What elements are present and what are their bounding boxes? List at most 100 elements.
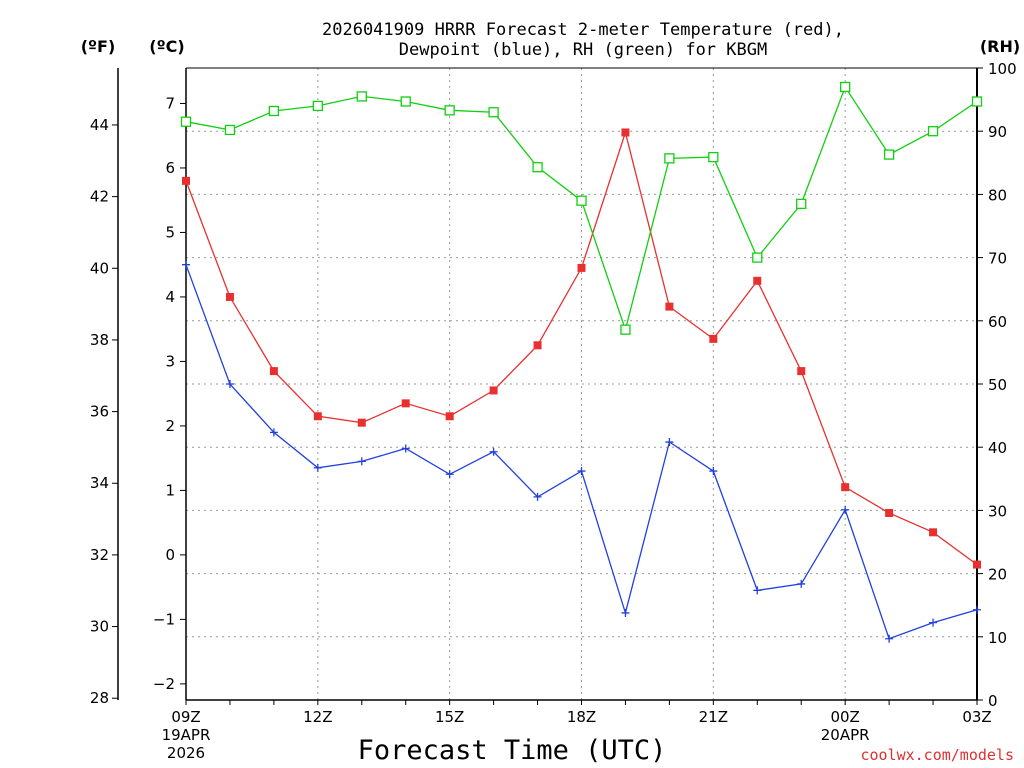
x-tick-label: 21Z	[699, 708, 728, 726]
grid-lines	[186, 68, 977, 700]
rh-tick-label: 80	[988, 186, 1007, 204]
dewpoint-point	[225, 380, 234, 388]
dewpoint-point	[533, 492, 542, 501]
dewpoint-point	[973, 605, 981, 614]
temperature-point	[269, 367, 278, 376]
dewpoint-point	[885, 634, 894, 643]
fahrenheit-tick-label: 34	[90, 474, 109, 492]
fahrenheit-tick-label: 32	[90, 546, 109, 564]
celsius-tick-label: 2	[165, 417, 175, 435]
temperature-point	[401, 399, 410, 408]
chart-title-line-1: 2026041909 HRRR Forecast 2-meter Tempera…	[322, 20, 844, 40]
rh-point	[312, 100, 323, 112]
celsius-tick-label: −2	[153, 675, 175, 693]
rh-point	[444, 105, 455, 116]
rh-tick-label: 70	[988, 250, 1007, 268]
x-axis-label: Forecast Time (UTC)	[358, 735, 667, 766]
rh-tick-label: 60	[988, 313, 1007, 331]
fahrenheit-unit-label: (ºF)	[81, 37, 116, 56]
fahrenheit-tick-label: 40	[90, 259, 109, 277]
celsius-tick-label: 4	[165, 288, 175, 306]
dewpoint-point	[313, 463, 322, 472]
rh-tick-label: 100	[988, 60, 1017, 78]
temperature-point	[709, 334, 718, 343]
temperature-point	[357, 418, 366, 427]
temperature-point	[885, 508, 894, 517]
temperature-point	[445, 412, 454, 421]
celsius-tick-label: 6	[165, 159, 175, 177]
rh-tick-label: 30	[988, 502, 1007, 520]
dewpoint-point	[577, 467, 586, 476]
dewpoint-point	[709, 467, 718, 476]
rh-point	[752, 252, 763, 263]
rh-point	[224, 124, 236, 136]
axes	[112, 67, 983, 705]
dewpoint-point	[182, 260, 190, 269]
dewpoint-point	[357, 457, 366, 466]
fahrenheit-tick-label: 30	[90, 618, 109, 636]
dewpoint-point	[841, 505, 850, 514]
rh-tick-label: 10	[988, 629, 1007, 647]
x-tick-date-label: 20APR	[821, 726, 870, 744]
dewpoint-point	[621, 608, 630, 617]
x-tick-date-label: 19APR	[162, 726, 211, 744]
dewpoint-point	[797, 579, 806, 588]
rh-point	[708, 151, 719, 163]
dewpoint-point	[489, 447, 498, 456]
fahrenheit-tick-label: 44	[90, 116, 109, 134]
rh-point	[576, 195, 587, 206]
x-tick-label: 00Z	[830, 708, 859, 726]
rh-point	[840, 81, 851, 93]
temperature-point	[973, 560, 981, 569]
fahrenheit-tick-label: 28	[90, 689, 109, 707]
rh-point	[356, 91, 367, 102]
dewpoint-point	[929, 618, 938, 627]
celsius-tick-label: 5	[165, 223, 175, 241]
temperature-point	[533, 341, 542, 350]
temperature-point	[489, 386, 498, 395]
temperature-point	[797, 367, 806, 376]
x-tick-year-label: 2026	[167, 744, 205, 762]
celsius-tick-label: 0	[165, 546, 175, 564]
celsius-tick-label: 3	[165, 352, 175, 370]
rh-point	[971, 96, 983, 107]
rh-tick-label: 90	[988, 123, 1007, 141]
x-tick-label: 03Z	[962, 708, 991, 726]
temperature-point	[577, 263, 586, 272]
celsius-tick-label: 1	[165, 481, 175, 499]
data-series	[180, 81, 983, 643]
chart-title-line-2: Dewpoint (blue), RH (green) for KBGM	[399, 40, 767, 60]
rh-point	[488, 107, 499, 118]
fahrenheit-tick-label: 36	[90, 403, 109, 421]
source-credit: coolwx.com/models	[860, 746, 1014, 764]
rh-point	[664, 153, 675, 164]
rh-point	[180, 116, 192, 127]
temperature-point	[313, 412, 322, 421]
temperature-point	[225, 292, 234, 301]
rh-tick-label: 40	[988, 439, 1007, 457]
rh-point	[268, 105, 280, 117]
temperature-point	[621, 128, 630, 137]
rh-point	[400, 96, 411, 107]
tick-labels: −2−1012345672830323436384042440102030405…	[90, 60, 1017, 762]
x-tick-label: 15Z	[435, 708, 464, 726]
temperature-point	[753, 276, 762, 285]
x-tick-label: 18Z	[567, 708, 596, 726]
dewpoint-point	[269, 428, 278, 437]
dewpoint-point	[753, 586, 762, 595]
rh-point	[883, 149, 895, 160]
fahrenheit-tick-label: 38	[90, 331, 109, 349]
x-tick-label: 09Z	[171, 708, 200, 726]
celsius-unit-label: (ºC)	[149, 37, 184, 56]
dewpoint-point	[445, 470, 454, 479]
temperature-point	[665, 302, 674, 311]
temperature-point	[841, 483, 850, 492]
rh-tick-label: 0	[988, 692, 998, 710]
dewpoint-point	[665, 438, 674, 447]
x-tick-label: 12Z	[303, 708, 332, 726]
rh-tick-label: 50	[988, 376, 1007, 394]
dewpoint-point	[401, 444, 410, 453]
temperature-point	[929, 528, 938, 537]
rh-point	[620, 324, 631, 335]
